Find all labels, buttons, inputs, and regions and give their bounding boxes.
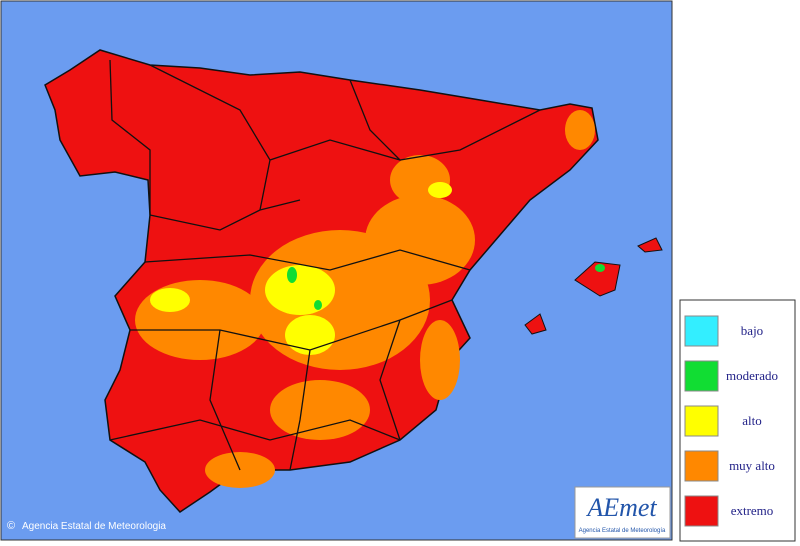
legend-label: bajo — [741, 323, 763, 338]
spain-map — [44, 49, 663, 513]
logo-name: AEmet — [585, 493, 657, 522]
legend-label: alto — [742, 413, 762, 428]
menorca — [637, 237, 663, 253]
legend-label: muy alto — [729, 458, 775, 473]
logo: AEmet Agencia Estatal de Meteorología — [574, 486, 671, 539]
legend-swatch — [684, 360, 719, 392]
logo-box — [574, 486, 671, 539]
mallorca — [574, 261, 621, 297]
ibiza — [524, 313, 547, 335]
copyright-symbol: © — [7, 520, 15, 532]
legend-swatch — [684, 315, 719, 347]
legend-swatch — [684, 405, 719, 437]
province-borders — [109, 59, 541, 471]
legend-swatch — [684, 450, 719, 482]
legend-label: moderado — [726, 368, 778, 383]
agency-name: Agencia Estatal de Meteorologia — [22, 521, 166, 532]
moderado-areas — [287, 264, 605, 310]
logo-subtitle: Agencia Estatal de Meteorología — [579, 528, 666, 534]
legend-swatch — [684, 495, 719, 527]
legend: bajo moderado alto muy alto extremo — [684, 315, 778, 527]
legend-label: extremo — [731, 503, 774, 518]
